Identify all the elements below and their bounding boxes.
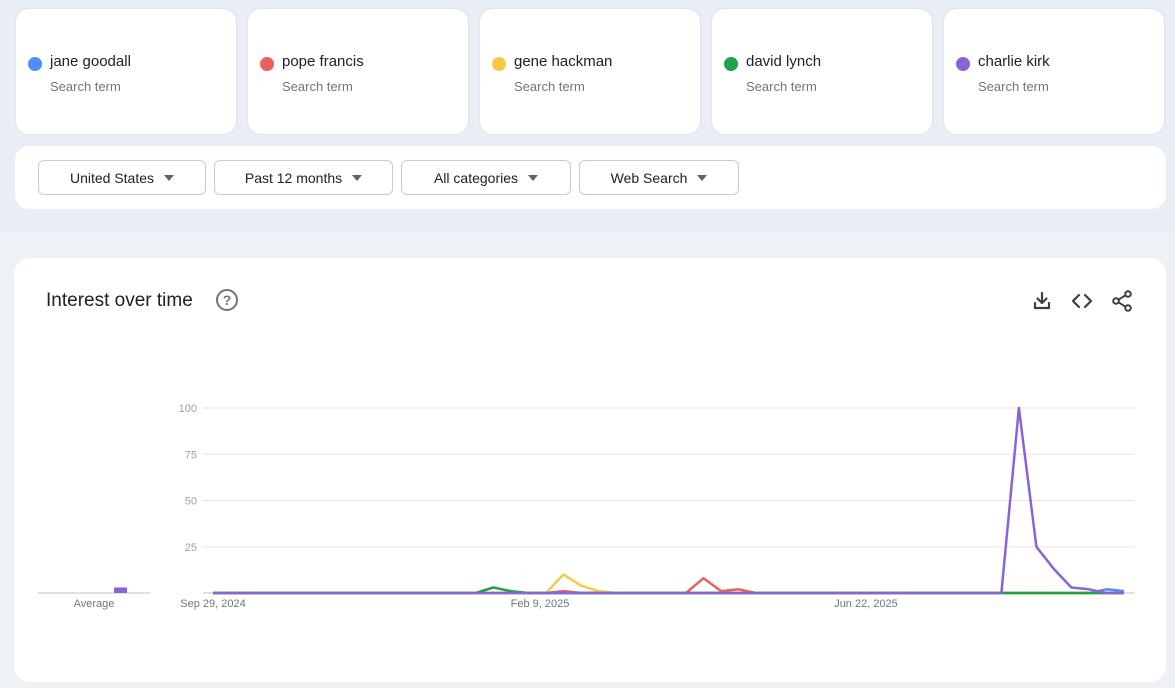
series-color-dot [724, 57, 738, 71]
category-filter[interactable]: All categories [401, 160, 571, 195]
x-tick-label: Sep 29, 2024 [180, 598, 245, 610]
search-term-name: gene hackman [514, 53, 613, 70]
help-circle-icon[interactable]: ? [216, 289, 238, 311]
chevron-down-icon [164, 174, 175, 181]
search-term-card[interactable]: gene hackman Search term [479, 8, 701, 135]
y-tick-label: 50 [185, 496, 197, 508]
y-tick-label: 25 [185, 542, 197, 554]
search-term-card[interactable]: pope francis Search term [247, 8, 469, 135]
series-line [213, 573, 1124, 595]
search-term-card[interactable]: charlie kirk Search term [943, 8, 1165, 135]
chevron-down-icon [352, 174, 363, 181]
download-icon[interactable] [1031, 290, 1053, 312]
series-color-dot [956, 57, 970, 71]
embed-code-icon[interactable] [1071, 290, 1093, 312]
chevron-down-icon [528, 174, 539, 181]
search-term-name: pope francis [282, 53, 364, 70]
panel-title: Interest over time [46, 290, 193, 311]
search-term-name: david lynch [746, 53, 822, 70]
series-color-dot [492, 57, 506, 71]
average-bar [114, 587, 127, 593]
search-term-type: Search term [50, 79, 121, 94]
average-label: Average [74, 598, 115, 610]
time-filter[interactable]: Past 12 months [214, 160, 393, 195]
search-term-type: Search term [282, 79, 353, 94]
series-line [213, 406, 1124, 595]
series-color-dot [28, 57, 42, 71]
search-type-filter[interactable]: Web Search [579, 160, 739, 195]
search-term-card[interactable]: david lynch Search term [711, 8, 933, 135]
x-tick-label: Jun 22, 2025 [834, 598, 898, 610]
region-filter-label: United States [69, 169, 155, 186]
search-term-name: jane goodall [50, 53, 131, 70]
search-term-name: charlie kirk [978, 53, 1050, 70]
search-term-type: Search term [514, 79, 585, 94]
search-term-type: Search term [978, 79, 1049, 94]
chevron-down-icon [697, 174, 708, 181]
filter-bar: United States Past 12 months All categor… [15, 146, 1166, 209]
series-color-dot [260, 57, 274, 71]
y-tick-label: 75 [185, 449, 197, 461]
time-filter-label: Past 12 months [244, 169, 343, 186]
series-line [213, 576, 1124, 595]
search-term-type: Search term [746, 79, 817, 94]
search-type-filter-label: Web Search [610, 169, 688, 186]
category-filter-label: All categories [433, 169, 519, 186]
interest-over-time-panel: Interest over time ? [14, 258, 1166, 682]
share-icon[interactable] [1111, 290, 1133, 312]
y-tick-label: 100 [179, 403, 197, 415]
search-term-card[interactable]: jane goodall Search term [15, 8, 237, 135]
x-tick-label: Feb 9, 2025 [511, 598, 570, 610]
region-filter[interactable]: United States [38, 160, 206, 195]
